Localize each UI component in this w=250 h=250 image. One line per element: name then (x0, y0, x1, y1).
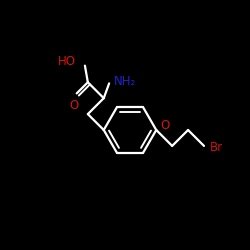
Text: O: O (161, 120, 170, 132)
Text: Br: Br (210, 142, 223, 154)
Text: NH₂: NH₂ (114, 75, 136, 88)
Text: HO: HO (58, 55, 76, 68)
Text: O: O (69, 99, 78, 112)
